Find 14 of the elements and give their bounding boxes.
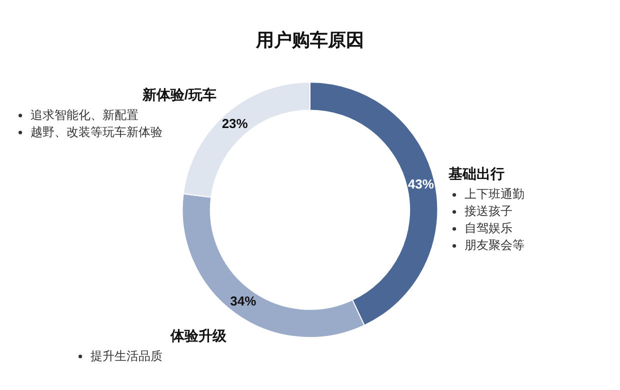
text: 追求智能化、新配置 <box>30 108 138 122</box>
text: 接送孩子 <box>464 204 512 218</box>
chart-title: 用户购车原因 <box>255 30 364 50</box>
data-label: 43% <box>408 176 434 192</box>
slice-label: 基础出行 <box>447 166 504 182</box>
text: 提升生活品质 <box>90 348 162 363</box>
data-label: 23% <box>222 116 248 132</box>
text: 越野、改装等玩车新体验 <box>30 124 162 139</box>
slice-label: 新体验/玩车 <box>141 86 216 102</box>
slice-label: 体验升级 <box>170 327 228 344</box>
text: 自驾娱乐 <box>464 221 512 236</box>
data-label: 34% <box>230 293 257 308</box>
text: 上下班通勤 <box>464 187 524 202</box>
text: 朋友聚会等 <box>464 238 524 252</box>
